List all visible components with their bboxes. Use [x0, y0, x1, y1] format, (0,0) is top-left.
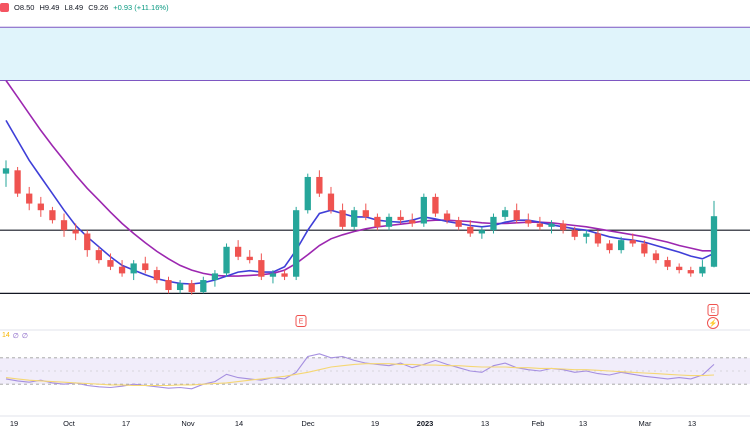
candle-body — [676, 266, 683, 271]
candle-body — [351, 210, 358, 227]
ohlc-high: H9.49 — [39, 2, 60, 12]
candle-body — [478, 230, 486, 234]
candle-body — [443, 213, 451, 221]
rsi-value-2: ∅ — [21, 333, 29, 340]
candle-body — [339, 210, 346, 227]
candle-body — [269, 273, 277, 277]
time-axis-label: Nov — [181, 419, 195, 428]
candle-body — [618, 240, 625, 251]
split-event-icon — [707, 317, 719, 329]
rsi-line — [5, 353, 715, 390]
time-axis-label: 13 — [481, 419, 489, 428]
time-axis-label: 17 — [122, 419, 130, 428]
candle-body — [513, 210, 520, 221]
ohlc-close: C9.26 — [88, 2, 109, 12]
time-axis-label: Dec — [301, 419, 315, 428]
candle-body — [142, 263, 149, 271]
event-label: E — [299, 319, 304, 326]
candle-body — [397, 216, 404, 221]
candle-body — [548, 223, 555, 227]
candle-body — [559, 223, 567, 231]
candle-body — [432, 196, 439, 214]
candle-body — [258, 260, 265, 277]
time-axis-label: 19 — [371, 419, 379, 428]
candle-body — [223, 246, 230, 274]
candle-body — [385, 216, 393, 227]
candle-body — [118, 266, 126, 274]
candle-body — [107, 260, 114, 267]
candle-body — [316, 176, 323, 194]
candle-body — [211, 273, 219, 281]
candle-body — [26, 193, 33, 204]
candle-body — [501, 210, 509, 217]
candle-body — [72, 230, 79, 234]
candle-body — [200, 280, 207, 293]
candle-body — [699, 266, 706, 274]
event-label: E — [711, 308, 716, 315]
candle-body — [60, 220, 68, 231]
candle-body — [490, 216, 497, 231]
candle-body — [374, 216, 381, 227]
candle-body — [84, 233, 91, 251]
candle-body — [687, 270, 694, 274]
ohlc-open: O8.50 — [14, 2, 35, 12]
candle-body — [536, 223, 544, 227]
time-axis-label: Oct — [63, 419, 76, 428]
candle-body — [176, 283, 184, 291]
candle-body — [188, 283, 195, 293]
candle-body — [153, 270, 161, 281]
rsi-ma-line — [5, 363, 715, 387]
candle-body — [362, 210, 369, 217]
candle-body — [130, 263, 137, 274]
candle-body — [525, 220, 532, 224]
ma-slow-line — [5, 80, 714, 277]
candle-body — [455, 220, 462, 227]
event-label: ⚡ — [709, 319, 718, 328]
candle-body — [234, 246, 242, 257]
resistance-zone — [0, 27, 750, 81]
time-axis-label: 19 — [10, 419, 18, 428]
candle-body — [710, 216, 718, 267]
candle-body — [49, 210, 56, 221]
time-axis-label: 14 — [235, 419, 243, 428]
candle-body — [304, 176, 311, 211]
ohlc-change: +0.93 (+11.16%) — [113, 2, 169, 12]
ohlc-low: L8.49 — [64, 2, 84, 12]
candle-body — [641, 243, 648, 254]
candle-body — [629, 240, 636, 244]
rsi-period: 14 — [2, 332, 10, 339]
time-axis-label: Feb — [532, 419, 545, 428]
candle-body — [652, 253, 660, 261]
time-axis-label: 13 — [579, 419, 587, 428]
rsi-value-1: ∅ — [12, 333, 19, 340]
candle-body — [409, 220, 416, 224]
earnings-event-icon — [295, 315, 307, 327]
candle-body — [327, 193, 335, 211]
time-axis-label: 2023 — [417, 419, 434, 428]
candle-body — [246, 256, 253, 261]
ohlc-legend: O8.50 H9.49 L8.49 C9.26 +0.93 (+11.16%) — [0, 0, 420, 14]
earnings-event-icon — [707, 304, 719, 316]
candle-body — [583, 233, 590, 237]
rsi-legend: 14 ∅ ∅ — [2, 332, 28, 340]
time-axis-label: Mar — [639, 419, 652, 428]
candle-body — [293, 210, 300, 277]
candle-body — [95, 250, 102, 261]
candle-body — [664, 260, 671, 267]
candle-body — [594, 233, 602, 244]
ma-fast-line — [5, 119, 715, 285]
candle-body — [571, 230, 578, 237]
time-axis-label: 13 — [688, 419, 696, 428]
candle-body — [2, 168, 10, 174]
candle-body — [606, 243, 613, 251]
symbol-icon[interactable] — [0, 2, 9, 12]
candle-body — [165, 280, 172, 291]
candle-body — [281, 273, 288, 277]
candle-body — [420, 196, 427, 224]
candle-body — [467, 226, 474, 234]
candle-body — [37, 203, 44, 211]
candle-body — [14, 170, 21, 194]
